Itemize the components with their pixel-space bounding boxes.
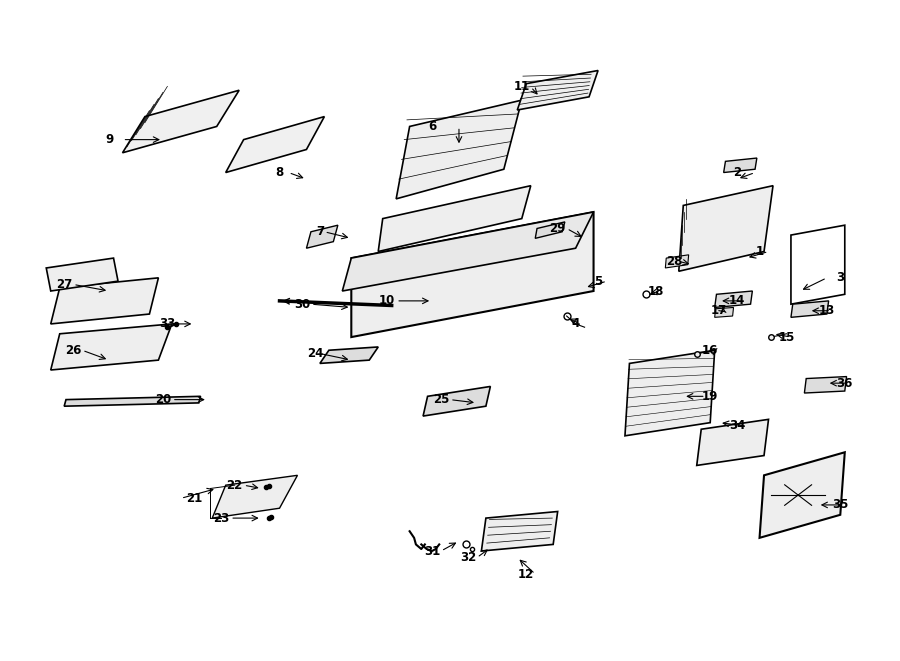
Polygon shape (625, 350, 715, 436)
Text: 33: 33 (159, 317, 176, 330)
Polygon shape (679, 186, 773, 271)
Polygon shape (482, 512, 558, 551)
Text: 3: 3 (836, 272, 844, 284)
Text: 32: 32 (460, 551, 476, 564)
Text: 23: 23 (213, 512, 230, 525)
Polygon shape (342, 212, 594, 291)
Polygon shape (518, 71, 598, 110)
Text: 13: 13 (819, 304, 835, 317)
Polygon shape (536, 222, 565, 239)
Text: 18: 18 (648, 284, 664, 297)
Text: 12: 12 (518, 568, 535, 580)
Text: 34: 34 (729, 420, 745, 432)
Text: 26: 26 (65, 344, 81, 357)
Text: 5: 5 (594, 274, 602, 288)
Polygon shape (760, 452, 845, 538)
Polygon shape (697, 419, 769, 465)
Text: 19: 19 (702, 390, 718, 403)
Text: 36: 36 (837, 377, 853, 389)
Polygon shape (715, 291, 752, 307)
Text: 2: 2 (733, 166, 742, 179)
Text: 27: 27 (56, 278, 72, 291)
Text: 31: 31 (424, 545, 440, 557)
Polygon shape (64, 397, 201, 407)
Polygon shape (320, 347, 378, 364)
Text: 28: 28 (666, 255, 682, 268)
Polygon shape (805, 377, 847, 393)
Text: 1: 1 (755, 245, 763, 258)
Text: 16: 16 (702, 344, 718, 357)
Polygon shape (724, 158, 757, 173)
Text: 20: 20 (155, 393, 171, 406)
Text: 8: 8 (275, 166, 284, 179)
Text: 22: 22 (227, 479, 243, 492)
Text: 17: 17 (711, 304, 727, 317)
Polygon shape (791, 301, 829, 317)
Polygon shape (378, 186, 531, 252)
Polygon shape (715, 307, 733, 317)
Polygon shape (396, 100, 522, 199)
Text: 14: 14 (729, 294, 745, 307)
Text: 11: 11 (514, 81, 530, 93)
Polygon shape (122, 91, 239, 153)
Polygon shape (351, 212, 594, 337)
Text: 29: 29 (550, 222, 566, 235)
Text: 4: 4 (572, 317, 580, 330)
Text: 10: 10 (379, 294, 395, 307)
Polygon shape (46, 258, 118, 291)
Polygon shape (212, 475, 298, 518)
Polygon shape (665, 254, 688, 268)
Text: 21: 21 (186, 492, 202, 505)
Polygon shape (306, 225, 338, 249)
Text: 35: 35 (832, 498, 849, 512)
Text: 9: 9 (105, 133, 113, 146)
Polygon shape (423, 387, 491, 416)
Polygon shape (226, 116, 324, 173)
Polygon shape (50, 324, 172, 370)
Text: 25: 25 (433, 393, 449, 406)
Polygon shape (50, 278, 158, 324)
Text: 6: 6 (428, 120, 436, 133)
Text: 7: 7 (316, 225, 324, 238)
Text: 30: 30 (293, 297, 310, 311)
Text: 15: 15 (778, 330, 795, 344)
Text: 24: 24 (307, 347, 324, 360)
